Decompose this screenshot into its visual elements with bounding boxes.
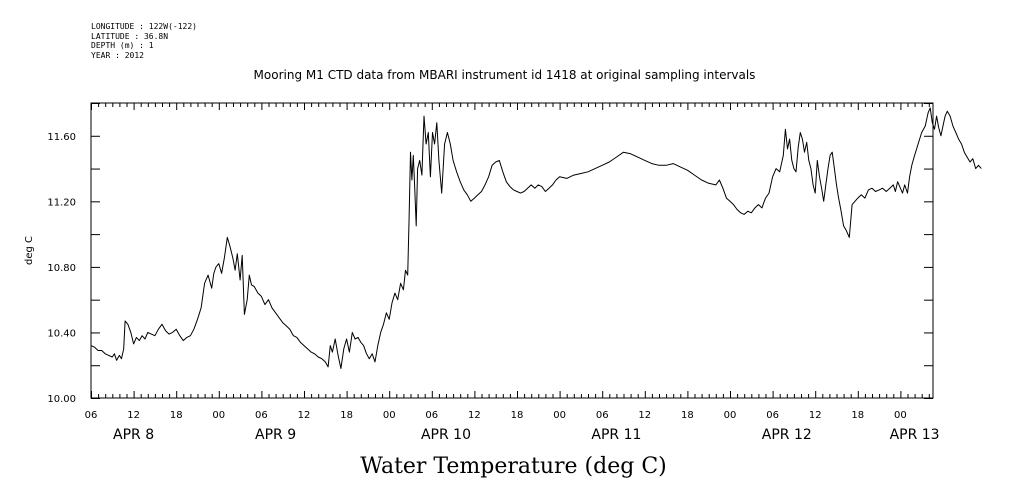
y-tick-label: 11.20 xyxy=(47,197,76,208)
y-axis-label: deg C xyxy=(24,236,35,265)
x-tick-label: 00 xyxy=(383,410,396,421)
x-date-label: APR 10 xyxy=(421,427,471,443)
year-text: YEAR : 2012 xyxy=(91,50,144,60)
x-tick-label: 18 xyxy=(170,410,183,421)
x-tick-label: 06 xyxy=(766,410,779,421)
x-date-label: APR 13 xyxy=(890,427,940,443)
x-tick-label: 18 xyxy=(511,410,524,421)
depth-text: DEPTH (m) : 1 xyxy=(91,41,154,51)
y-tick-label: 10.80 xyxy=(47,263,76,274)
y-tick-label: 10.00 xyxy=(47,394,76,405)
plot-frame xyxy=(90,102,934,399)
x-date-label: APR 12 xyxy=(762,427,812,443)
x-tick-label: 12 xyxy=(638,410,651,421)
x-tick-label: 18 xyxy=(340,410,353,421)
chart-title: Water Temperature (deg C) xyxy=(360,454,667,479)
x-tick-label: 12 xyxy=(127,410,140,421)
x-tick-label: 06 xyxy=(596,410,609,421)
x-tick-label: 12 xyxy=(468,410,481,421)
x-tick-label: 00 xyxy=(212,410,225,421)
x-tick-label: 06 xyxy=(255,410,268,421)
x-tick-label: 00 xyxy=(553,410,566,421)
x-tick-label: 18 xyxy=(681,410,694,421)
x-tick-label: 06 xyxy=(425,410,438,421)
x-date-label: APR 8 xyxy=(113,427,154,443)
x-date-label: APR 11 xyxy=(591,427,641,443)
longitude-text: LONGITUDE : 122W(-122) xyxy=(91,22,197,31)
chart-subtitle: Mooring M1 CTD data from MBARI instrumen… xyxy=(253,68,756,82)
x-tick-label: 12 xyxy=(809,410,822,421)
y-tick-label: 10.40 xyxy=(47,328,76,339)
x-tick-label: 00 xyxy=(894,410,907,421)
x-date-label: APR 9 xyxy=(255,427,296,443)
x-tick-label: 00 xyxy=(724,410,737,421)
x-tick-label: 12 xyxy=(298,410,311,421)
temperature-series-line xyxy=(90,107,982,369)
location-metadata: LONGITUDE : 122W(-122) LATITUDE : 36.8N DE… xyxy=(91,22,197,60)
x-tick-label: 06 xyxy=(85,410,98,421)
x-tick-label: 18 xyxy=(851,410,864,421)
latitude-text: LATITUDE : 36.8N xyxy=(91,31,169,41)
y-tick-label: 11.60 xyxy=(47,132,76,143)
